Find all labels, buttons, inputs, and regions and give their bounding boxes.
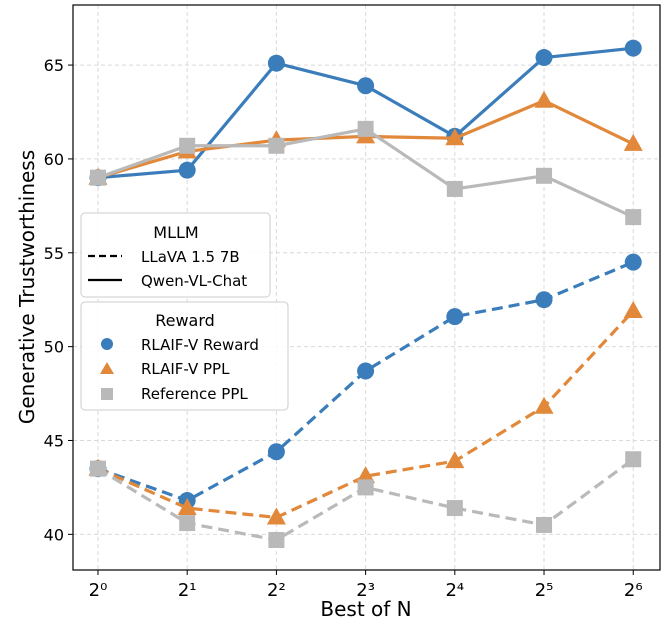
- data-point-square: [446, 180, 463, 197]
- x-axis-label: Best of N: [320, 597, 411, 621]
- series-llava-reference-ppl: [89, 451, 642, 548]
- data-point-triangle: [623, 300, 643, 318]
- legend-square-marker: [101, 388, 113, 400]
- legend-mllm-qwen: Qwen-VL-Chat: [141, 272, 247, 290]
- legend-mllm-title: MLLM: [153, 223, 198, 242]
- y-tick-label: 40: [44, 525, 64, 544]
- data-point-triangle: [445, 128, 465, 146]
- y-tick-label: 45: [44, 431, 64, 450]
- data-point-circle: [267, 443, 285, 461]
- y-tick-label: 65: [44, 56, 64, 75]
- data-point-square: [268, 531, 285, 548]
- data-point-circle: [178, 161, 196, 179]
- y-axis-label: Generative Trustworthiness: [15, 150, 39, 424]
- data-point-triangle: [623, 133, 643, 151]
- data-point-triangle: [534, 90, 554, 108]
- ticks: 2⁰ 2¹ 2² 2³ 2⁴ 2⁵ 2⁶ 40 45 50 55 60 65: [44, 56, 643, 601]
- data-point-triangle: [534, 396, 554, 414]
- x-tick-label: 2⁶: [624, 580, 643, 601]
- data-point-circle: [357, 362, 375, 380]
- data-point-triangle: [445, 451, 465, 469]
- series-llava-rlaif-v-reward: [89, 253, 642, 510]
- legend-reward: Reward RLAIF-V Reward RLAIF-V PPL Refere…: [80, 301, 289, 411]
- legend-triangle-marker: [100, 362, 114, 374]
- legend-mllm: MLLM LLaVA 1.5 7B Qwen-VL-Chat: [80, 212, 271, 298]
- data-point-circle: [535, 291, 553, 309]
- x-tick-label: 2⁴: [445, 580, 464, 601]
- data-point-circle: [535, 49, 553, 67]
- x-tick-label: 2²: [267, 580, 286, 601]
- x-tick-label: 2³: [356, 580, 375, 601]
- data-point-square: [179, 515, 196, 532]
- y-tick-label: 60: [44, 150, 64, 169]
- data-point-triangle: [266, 507, 286, 525]
- data-point-square: [179, 137, 196, 154]
- data-point-circle: [624, 39, 642, 57]
- data-point-square: [625, 209, 642, 226]
- data-point-circle: [267, 54, 285, 72]
- y-tick-label: 55: [44, 244, 64, 263]
- data-point-square: [89, 460, 106, 477]
- legend-reward-rlaifv-ppl: RLAIF-V PPL: [141, 360, 230, 378]
- data-point-triangle: [356, 466, 376, 484]
- data-point-circle: [357, 77, 375, 95]
- x-tick-label: 2⁰: [89, 580, 108, 601]
- legend-reward-rlaifv-reward: RLAIF-V Reward: [141, 336, 259, 354]
- data-point-square: [357, 120, 374, 137]
- data-point-square: [536, 167, 553, 184]
- data-point-square: [446, 500, 463, 517]
- data-point-square: [268, 137, 285, 154]
- x-tick-label: 2⁵: [535, 580, 554, 601]
- data-point-circle: [446, 308, 464, 326]
- x-tick-label: 2¹: [178, 580, 197, 601]
- series-qwen-reference-ppl: [89, 120, 642, 226]
- legend-reward-reference-ppl: Reference PPL: [141, 385, 248, 403]
- data-point-triangle: [177, 498, 197, 516]
- y-tick-label: 50: [44, 338, 64, 357]
- legend-reward-title: Reward: [155, 311, 215, 330]
- data-point-square: [625, 451, 642, 468]
- data-point-square: [89, 169, 106, 186]
- legend-mllm-llava: LLaVA 1.5 7B: [141, 248, 240, 266]
- plot-frame: [72, 4, 661, 571]
- data-point-circle: [624, 253, 642, 271]
- legend-circle-marker: [101, 338, 113, 350]
- series-layer: [88, 39, 643, 548]
- data-point-square: [357, 479, 374, 496]
- data-point-square: [536, 516, 553, 533]
